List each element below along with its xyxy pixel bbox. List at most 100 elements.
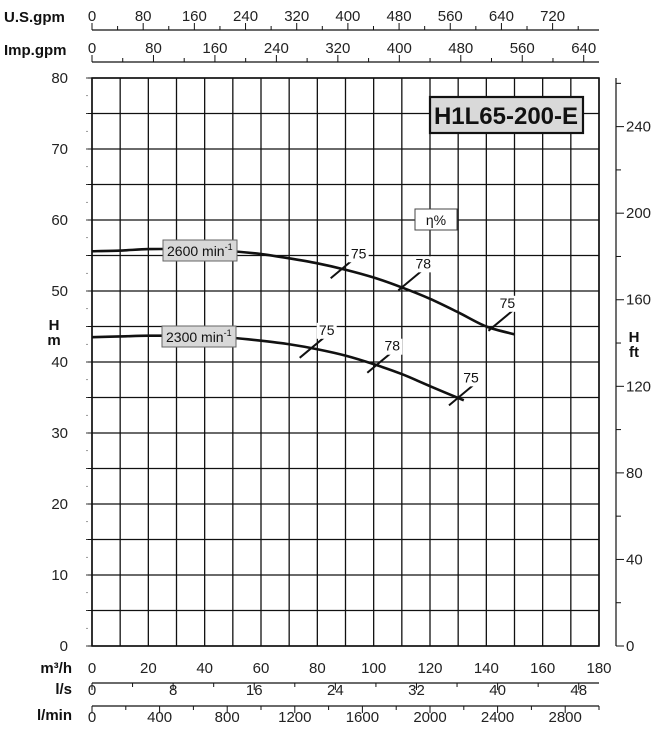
left-y-axis-label-top: H [49,317,60,334]
imp-gpm-tick-label: 480 [448,40,473,57]
left-y-tick-label: 30 [51,425,68,442]
lmin-tick-label: 400 [147,709,172,726]
left-y-tick-label: 10 [51,567,68,584]
ls-tick-label: 48 [570,682,587,699]
ls-tick-label: 24 [327,682,344,699]
efficiency-label: 75 [351,245,367,261]
lmin-tick-label: 800 [215,709,240,726]
m3h-tick-label: 100 [361,660,386,677]
efficiency-label: 75 [463,369,479,385]
speed-label-box [162,239,238,262]
m3h-tick-label: 180 [586,660,611,677]
efficiency-legend-text: η% [426,212,446,228]
left-y-tick-label: 20 [51,496,68,513]
m3h-tick-label: 0 [88,660,96,677]
speed-label-box [161,325,237,348]
us-gpm-tick-label: 0 [88,8,96,25]
us-gpm-tick-label: 80 [135,8,152,25]
lmin-tick-label: 1600 [346,709,379,726]
ls-tick-label: 40 [489,682,506,699]
imp-gpm-tick-label: 640 [571,40,596,57]
us-gpm-tick-label: 240 [233,8,258,25]
ft-tick-label: 160 [626,292,651,309]
efficiency-label-bg [348,246,369,263]
us-gpm-tick-label: 720 [540,8,565,25]
right-y-axis-label-top: H [629,329,640,346]
ft-tick-label: 80 [626,465,643,482]
left-y-tick-label: 70 [51,141,68,158]
ls-tick-label: 32 [408,682,425,699]
left-y-tick-label: 60 [51,212,68,229]
efficiency-mark [397,269,423,292]
imp-gpm-tick-label: 160 [202,40,227,57]
ft-tick-label: 0 [626,638,634,655]
ft-tick-label: 120 [626,378,651,395]
imp-gpm-tick-label: 0 [88,40,96,57]
ls-tick-label: 16 [246,682,263,699]
lmin-tick-label: 1200 [278,709,311,726]
left-y-tick-label: 40 [51,354,68,371]
us-gpm-tick-label: 400 [335,8,360,25]
m3h-tick-label: 120 [417,660,442,677]
ls-tick-label: 8 [169,682,177,699]
imp-gpm-tick-label: 240 [264,40,289,57]
left-y-tick-label: 0 [60,638,68,655]
lmin-tick-label: 2000 [413,709,446,726]
efficiency-mark [366,351,392,374]
m3h-tick-label: 80 [309,660,326,677]
left-y-tick-label: 50 [51,283,68,300]
speed-label-2600: 2600 min-1 [162,239,238,262]
lmin-axis-label: l/min [37,707,72,724]
chart-title-box [428,95,585,135]
m3h-tick-label: 60 [253,660,270,677]
lmin-tick-label: 2800 [549,709,582,726]
efficiency-label: 75 [319,322,335,338]
chart-title: H1L65-200-E [428,95,585,135]
m3h-tick-label: 40 [196,660,213,677]
efficiency-mark [487,310,514,332]
efficiency-label-bg [316,322,337,339]
ls-tick-label: 0 [88,682,96,699]
us-gpm-tick-label: 160 [182,8,207,25]
left-y-axis-label-bottom: m [47,332,60,349]
us-gpm-tick-label: 320 [284,8,309,25]
efficiency-label-bg [497,295,518,312]
m3h-tick-label: 160 [530,660,555,677]
efficiency-legend: η% [414,208,458,231]
efficiency-mark [448,384,474,407]
speed-label-text: 2600 min-1 [167,242,233,259]
imp-gpm-tick-label: 560 [510,40,535,57]
us-gpm-tick-label: 640 [489,8,514,25]
efficiency-label-bg [413,256,434,273]
us-gpm-tick-label: 560 [438,8,463,25]
m3h-axis-label: m³/h [40,660,72,677]
efficiency-label-bg [460,370,481,387]
lmin-tick-label: 0 [88,709,96,726]
ft-tick-label: 200 [626,205,651,222]
head-curve-2600 [91,247,515,336]
us-gpm-axis-label: U.S.gpm [4,9,65,26]
efficiency-label: 75 [500,295,516,311]
chart-title-text: H1L65-200-E [434,103,578,130]
ls-axis-label: l/s [55,681,72,698]
imp-gpm-tick-label: 400 [387,40,412,57]
imp-gpm-tick-label: 80 [145,40,162,57]
efficiency-mark [299,337,325,359]
m3h-tick-label: 140 [474,660,499,677]
ft-tick-label: 40 [626,551,643,568]
imp-gpm-axis-label: Imp.gpm [4,42,67,59]
ft-tick-label: 240 [626,119,651,136]
speed-label-text: 2300 min-1 [166,328,232,345]
efficiency-label: 78 [385,338,401,354]
efficiency-legend-box [414,208,458,231]
imp-gpm-tick-label: 320 [325,40,350,57]
efficiency-label-bg [382,338,403,355]
efficiency-label: 78 [415,255,431,271]
right-y-axis-label-bottom: ft [629,344,639,361]
left-y-tick-label: 80 [51,70,68,87]
m3h-tick-label: 20 [140,660,157,677]
us-gpm-tick-label: 480 [387,8,412,25]
speed-label-2300: 2300 min-1 [161,325,237,348]
lmin-tick-label: 2400 [481,709,514,726]
